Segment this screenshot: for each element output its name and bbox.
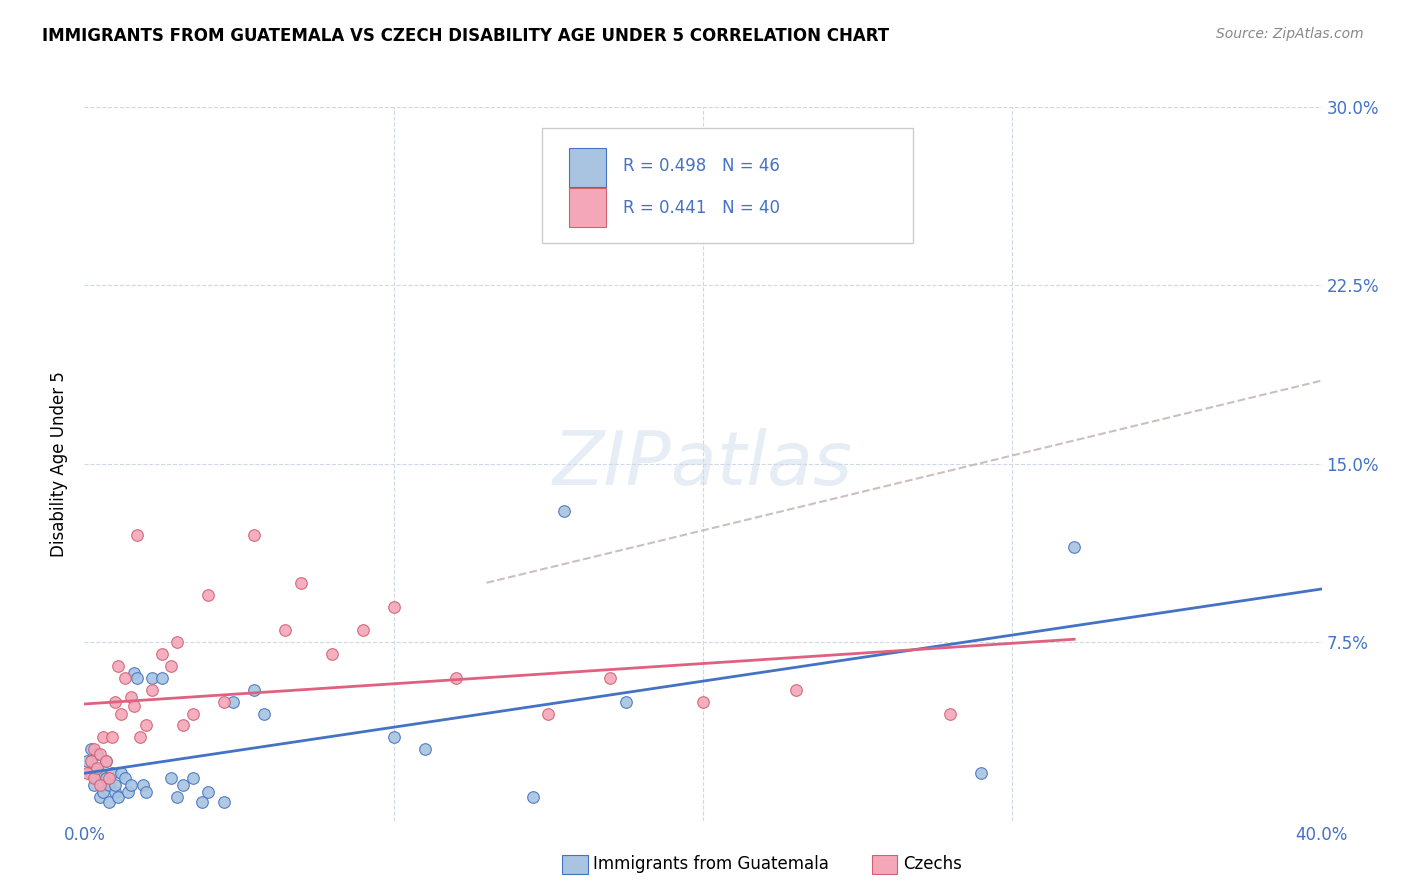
Text: R = 0.498   N = 46: R = 0.498 N = 46 (623, 157, 779, 175)
Point (970, 766, 993, 780)
Point (382, 599, 405, 614)
Point (98, 778, 121, 792)
Point (91, 785, 114, 799)
Point (553, 504, 575, 518)
Point (125, 671, 148, 685)
Point (104, 778, 127, 792)
Point (274, 624, 297, 638)
Point (91, 731, 114, 745)
Point (166, 789, 188, 804)
Point (89, 789, 111, 804)
Point (89, 766, 111, 780)
Point (1063, 540, 1085, 554)
Point (104, 695, 127, 709)
Point (181, 706, 204, 721)
Point (101, 766, 124, 780)
Point (94, 771, 117, 785)
Point (785, 682, 807, 697)
Point (98, 771, 121, 785)
Point (222, 695, 245, 709)
Text: Source: ZipAtlas.com: Source: ZipAtlas.com (1216, 27, 1364, 41)
Point (104, 785, 127, 799)
Point (253, 706, 276, 721)
Point (86, 761, 108, 775)
Point (107, 659, 129, 673)
Text: R = 0.441   N = 40: R = 0.441 N = 40 (623, 200, 779, 218)
Point (243, 528, 266, 542)
FancyBboxPatch shape (543, 128, 914, 243)
Point (141, 671, 163, 685)
Point (122, 699, 145, 714)
Point (166, 635, 188, 649)
Point (939, 706, 962, 721)
Point (94, 754, 117, 768)
Point (413, 742, 436, 756)
Point (444, 671, 467, 685)
Point (172, 718, 194, 732)
Point (114, 671, 136, 685)
Point (191, 795, 214, 809)
Point (110, 766, 132, 780)
Point (614, 695, 637, 709)
Point (98, 795, 121, 809)
Point (135, 718, 157, 732)
Point (91, 778, 114, 792)
Point (107, 789, 129, 804)
Point (243, 682, 266, 697)
Point (101, 731, 124, 745)
Point (692, 695, 714, 709)
Point (83, 771, 105, 785)
Point (129, 731, 152, 745)
Point (181, 771, 204, 785)
Text: IMMIGRANTS FROM GUATEMALA VS CZECH DISABILITY AGE UNDER 5 CORRELATION CHART: IMMIGRANTS FROM GUATEMALA VS CZECH DISAB… (42, 27, 890, 45)
Point (321, 647, 343, 661)
FancyBboxPatch shape (569, 148, 606, 187)
Point (141, 682, 163, 697)
Point (76, 766, 98, 780)
Point (79, 754, 101, 768)
Point (86, 771, 108, 785)
Point (212, 795, 235, 809)
Point (83, 778, 105, 792)
Point (94, 754, 117, 768)
Point (114, 771, 136, 785)
Point (86, 747, 108, 761)
FancyBboxPatch shape (569, 187, 606, 227)
Point (79, 742, 101, 756)
Point (172, 778, 194, 792)
Y-axis label: Disability Age Under 5: Disability Age Under 5 (51, 371, 69, 557)
Point (382, 731, 405, 745)
Text: ZIPatlas: ZIPatlas (553, 428, 853, 500)
Point (212, 695, 235, 709)
Point (110, 706, 132, 721)
Point (352, 624, 374, 638)
Point (89, 778, 111, 792)
Point (120, 778, 142, 792)
Point (135, 785, 157, 799)
Point (89, 747, 111, 761)
Point (150, 671, 173, 685)
Text: Czechs: Czechs (903, 855, 962, 873)
Point (120, 690, 142, 704)
Point (150, 647, 173, 661)
Point (132, 778, 155, 792)
Point (79, 766, 101, 780)
Point (599, 671, 621, 685)
Point (522, 789, 544, 804)
Point (197, 785, 219, 799)
Point (76, 754, 98, 768)
Point (83, 761, 105, 775)
Point (160, 659, 183, 673)
Point (290, 575, 312, 590)
Point (83, 742, 105, 756)
Text: Immigrants from Guatemala: Immigrants from Guatemala (593, 855, 830, 873)
Point (537, 706, 560, 721)
Point (125, 528, 148, 542)
Point (160, 771, 183, 785)
Point (122, 666, 145, 681)
Point (197, 588, 219, 602)
Point (117, 785, 139, 799)
